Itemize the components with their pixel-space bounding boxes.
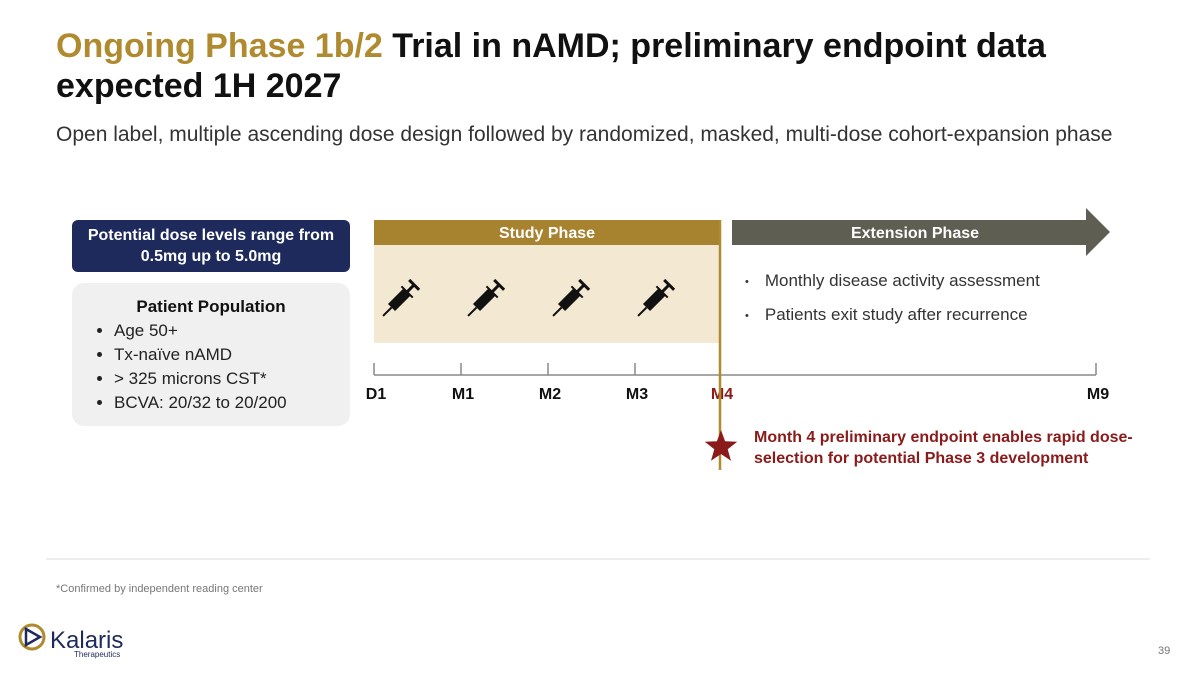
syringe-needle	[382, 306, 393, 317]
syringe-barrel	[557, 288, 581, 312]
extension-bullet: Monthly disease activity assessment	[745, 271, 1040, 291]
timeline-label: M3	[626, 386, 648, 403]
syringe-flange	[570, 285, 584, 299]
logo-mark	[18, 623, 46, 651]
syringe-needle	[467, 306, 478, 317]
population-box: Patient Population Age 50+Tx-naïve nAMD>…	[72, 283, 350, 426]
subtitle: Open label, multiple ascending dose desi…	[56, 123, 1113, 146]
timeline-label: D1	[366, 386, 387, 403]
logo-arrow	[24, 626, 43, 648]
syringe-end	[408, 278, 421, 291]
population-title: Patient Population	[136, 297, 286, 316]
study-header	[374, 220, 720, 245]
syringe	[552, 278, 591, 317]
title-highlight: Ongoing Phase 1b/2	[56, 27, 383, 65]
study-label: Study Phase	[499, 225, 595, 242]
star	[704, 430, 738, 461]
syringe-rod	[576, 283, 586, 293]
population-item: > 325 microns CST*	[114, 367, 287, 391]
syringe	[467, 278, 506, 317]
timeline-label: M9	[1087, 386, 1109, 403]
syringe-rod	[661, 283, 671, 293]
syringe-end	[493, 278, 506, 291]
logo-sub: Therapeutics	[74, 650, 120, 659]
title: Ongoing Phase 1b/2 Trial in nAMD; prelim…	[56, 26, 1076, 106]
syringe-needle	[637, 306, 648, 317]
syringe-barrel	[472, 288, 496, 312]
dose-box: Potential dose levels range from 0.5mg u…	[72, 220, 350, 272]
extension-label: Extension Phase	[851, 225, 979, 242]
population-item: Age 50+	[114, 319, 287, 343]
syringe-barrel	[642, 288, 666, 312]
syringe-end	[578, 278, 591, 291]
population-item: BCVA: 20/32 to 20/200	[114, 391, 287, 415]
timeline-label: M2	[539, 386, 561, 403]
syringe-barrel	[387, 288, 411, 312]
syringe-flange	[485, 285, 499, 299]
syringe-rod	[406, 283, 416, 293]
extension-arrow	[732, 208, 1110, 256]
syringe-rod	[491, 283, 501, 293]
syringe-end	[663, 278, 676, 291]
title-rest: Trial in nAMD; preliminary endpoint data…	[56, 27, 1046, 105]
logo-name: Kalaris	[50, 627, 123, 654]
page-number: 39	[1158, 645, 1171, 657]
population-list: Age 50+Tx-naïve nAMD> 325 microns CST*BC…	[72, 319, 287, 415]
timeline-label: M4	[711, 386, 733, 403]
study-area	[374, 245, 720, 343]
syringe-needle	[552, 306, 563, 317]
timeline-label: M1	[452, 386, 474, 403]
population-item: Tx-naïve nAMD	[114, 343, 287, 367]
endpoint-note: Month 4 preliminary endpoint enables rap…	[754, 429, 1133, 467]
syringe-flange	[400, 285, 414, 299]
extension-bullet: Patients exit study after recurrence	[745, 305, 1028, 325]
footnote: *Confirmed by independent reading center	[56, 583, 263, 595]
syringe	[637, 278, 676, 317]
syringe-flange	[655, 285, 669, 299]
syringe	[382, 278, 421, 317]
